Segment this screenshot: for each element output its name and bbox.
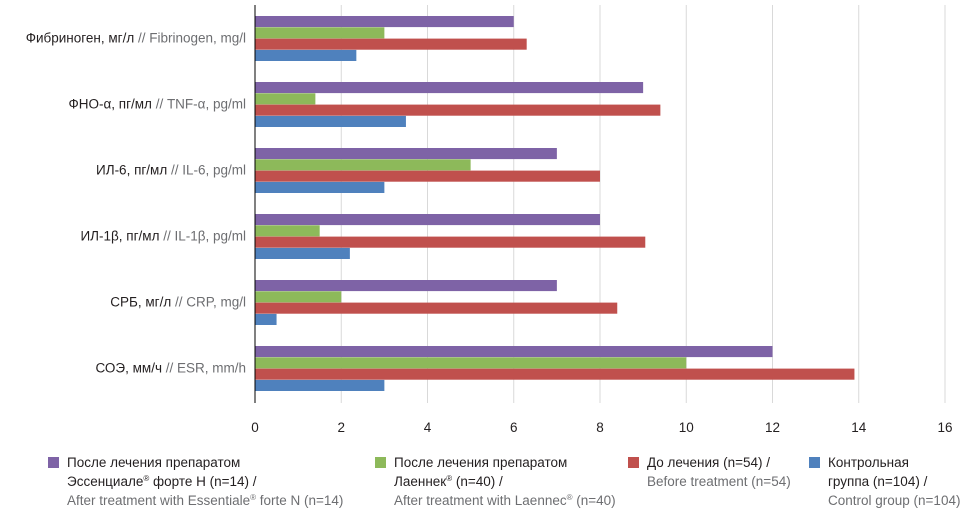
bar-essentiale bbox=[255, 16, 514, 28]
legend-item-control: Контрольная группа (n=104) / Control gro… bbox=[809, 453, 960, 510]
bar-laennec bbox=[255, 159, 471, 171]
bar-laennec bbox=[255, 27, 385, 39]
x-tick-label: 0 bbox=[251, 420, 259, 435]
legend-swatch-before bbox=[628, 457, 639, 468]
bar-essentiale bbox=[255, 148, 557, 160]
x-tick-label: 16 bbox=[937, 420, 952, 435]
bar-chart: Фибриноген, мг/л // Fibrinogen, mg/l ФНО-… bbox=[26, 5, 953, 435]
bar-essentiale bbox=[255, 346, 773, 358]
category-label-en: // IL-1β, pg/ml bbox=[159, 229, 246, 244]
legend-label-ru-line1: Контрольная bbox=[828, 455, 909, 470]
bar-before bbox=[255, 236, 646, 248]
legend-label-en: Before treatment (n=54) bbox=[647, 474, 791, 489]
bar-laennec bbox=[255, 291, 342, 303]
x-tick-label: 6 bbox=[510, 420, 518, 435]
bar-before bbox=[255, 104, 661, 116]
x-tick-label: 2 bbox=[337, 420, 345, 435]
x-tick-label: 12 bbox=[765, 420, 780, 435]
legend-label-ru-line1: После лечения препаратом bbox=[394, 455, 568, 470]
bar-control bbox=[255, 247, 350, 259]
bar-laennec bbox=[255, 225, 320, 237]
legend-label-en: After treatment with Laennec® (n=40) bbox=[394, 493, 616, 508]
x-tick-label: 8 bbox=[596, 420, 604, 435]
category-label-en: // Fibrinogen, mg/l bbox=[134, 31, 246, 46]
legend-label-en: After treatment with Essentiale® forte N… bbox=[67, 493, 344, 508]
legend-label-ru-line2: группа (n=104) / bbox=[828, 474, 928, 489]
category-label-ru: СРБ, мг/л bbox=[110, 295, 171, 310]
x-tick-label: 4 bbox=[424, 420, 432, 435]
bar-control bbox=[255, 115, 406, 127]
category-label-ru: СОЭ, мм/ч bbox=[95, 361, 162, 376]
category-label: ИЛ-1β, пг/мл // IL-1β, pg/ml bbox=[80, 229, 246, 244]
legend-label-ru-line2: Эссенциале® форте Н (n=14) / bbox=[67, 474, 257, 489]
bar-before bbox=[255, 170, 600, 182]
bar-control bbox=[255, 49, 357, 61]
bar-essentiale bbox=[255, 82, 644, 94]
bar-control bbox=[255, 181, 385, 193]
legend-label-ru: До лечения (n=54) / bbox=[647, 455, 770, 470]
legend-swatch-laennec bbox=[375, 457, 386, 468]
x-tick-labels: 0 2 4 6 8 10 12 14 16 bbox=[251, 420, 952, 435]
category-label-ru: ИЛ-1β, пг/мл bbox=[80, 229, 159, 244]
x-tick-label: 10 bbox=[679, 420, 694, 435]
category-label: ИЛ-6, пг/мл // IL-6, pg/ml bbox=[96, 163, 246, 178]
legend-label-ru-line2: Лаеннек® (n=40) / bbox=[394, 474, 503, 489]
category-label-en: // IL-6, pg/ml bbox=[167, 163, 246, 178]
category-label-ru: ФНО-α, пг/мл bbox=[68, 97, 151, 112]
category-label-en: // TNF-α, pg/ml bbox=[152, 97, 246, 112]
grid-lines bbox=[254, 5, 946, 403]
bar-laennec bbox=[255, 357, 687, 369]
category-label: Фибриноген, мг/л // Fibrinogen, mg/l bbox=[26, 31, 246, 46]
x-tick-label: 14 bbox=[851, 420, 867, 435]
category-labels: Фибриноген, мг/л // Fibrinogen, mg/l ФНО-… bbox=[26, 31, 246, 376]
category-label: СРБ, мг/л // CRP, mg/l bbox=[110, 295, 246, 310]
legend-label-ru-line1: После лечения препаратом bbox=[67, 455, 241, 470]
bar-laennec bbox=[255, 93, 316, 105]
category-label-ru: Фибриноген, мг/л bbox=[26, 31, 134, 46]
bar-before bbox=[255, 368, 855, 380]
category-label-ru: ИЛ-6, пг/мл bbox=[96, 163, 167, 178]
category-label-en: // CRP, mg/l bbox=[171, 295, 246, 310]
category-label-en: // ESR, mm/h bbox=[162, 361, 246, 376]
bar-before bbox=[255, 302, 618, 314]
legend-item-before: До лечения (n=54) / Before treatment (n=… bbox=[628, 453, 791, 491]
bar-essentiale bbox=[255, 280, 557, 292]
legend-swatch-essentiale bbox=[48, 457, 59, 468]
legend-swatch-control bbox=[809, 457, 820, 468]
category-label: СОЭ, мм/ч // ESR, mm/h bbox=[95, 361, 246, 376]
bars bbox=[255, 16, 855, 391]
bar-before bbox=[255, 38, 527, 50]
legend-label-en: Control group (n=104) bbox=[828, 493, 961, 508]
bar-control bbox=[255, 379, 385, 391]
category-label: ФНО-α, пг/мл // TNF-α, pg/ml bbox=[68, 97, 246, 112]
bar-control bbox=[255, 313, 277, 325]
bar-essentiale bbox=[255, 214, 600, 226]
legend-item-essentiale: После лечения препаратом Эссенциале® фор… bbox=[48, 453, 343, 510]
legend-item-laennec: После лечения препаратом Лаеннек® (n=40)… bbox=[375, 453, 616, 510]
